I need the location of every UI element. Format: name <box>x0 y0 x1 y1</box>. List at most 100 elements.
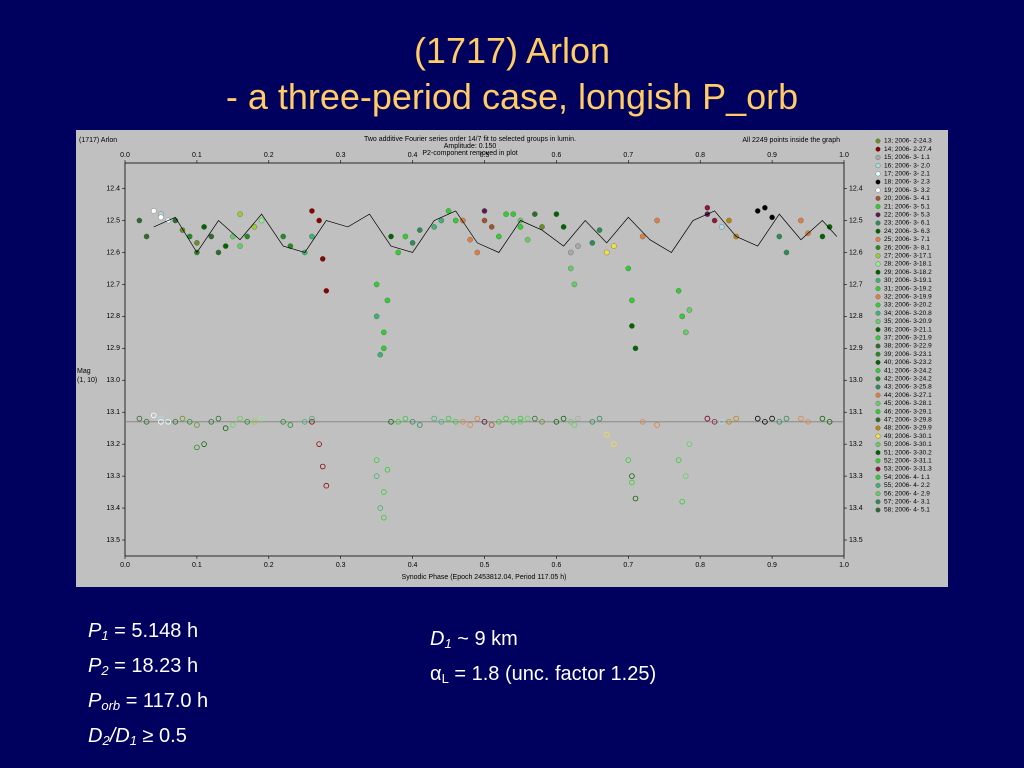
residual-point <box>179 415 186 422</box>
note-text: L <box>441 671 449 686</box>
legend-label: 14; 2006- 2-27.4 <box>884 146 932 153</box>
legend-marker <box>875 171 881 177</box>
legend-label: 19; 2006- 3- 3.2 <box>884 187 930 194</box>
x-tick-label: 0.3 <box>336 562 346 569</box>
y-tick-label: 13.0 <box>106 377 120 384</box>
y-tick-label: 12.9 <box>849 345 863 352</box>
residual-point <box>805 419 811 425</box>
legend-label: 32; 2006- 3-19.9 <box>884 294 932 301</box>
data-point <box>488 224 495 230</box>
legend-label: 37; 2006- 3-21.9 <box>884 335 932 342</box>
y-axis-label: (1, 10) <box>77 377 97 384</box>
legend-marker <box>875 351 881 357</box>
legend-marker <box>875 310 881 316</box>
data-point <box>503 211 509 217</box>
legend-marker <box>875 384 881 390</box>
residual-point <box>496 419 502 425</box>
residual-point <box>611 441 617 447</box>
x-tick-label: 0.8 <box>695 562 705 569</box>
x-tick-label: 0.7 <box>623 152 633 159</box>
legend-marker <box>875 154 881 160</box>
residual-point <box>409 419 416 425</box>
legend-marker <box>875 179 881 185</box>
residual-point <box>388 419 394 425</box>
residual-point <box>323 482 330 489</box>
y-tick-label: 13.4 <box>849 505 863 512</box>
data-point <box>726 217 732 224</box>
data-point <box>776 233 783 240</box>
y-tick-label: 12.7 <box>106 281 120 288</box>
legend-label: 54; 2006- 4- 1.1 <box>884 474 930 481</box>
legend-marker <box>875 138 881 144</box>
data-point <box>194 240 200 246</box>
data-point <box>481 208 488 214</box>
legend-label: 52; 2006- 3-31.1 <box>884 458 932 465</box>
legend-label: 22; 2006- 3- 5.3 <box>884 212 930 219</box>
residual-point <box>474 415 481 422</box>
chart-note: Two additive Fourier series order 14/7 f… <box>364 136 576 143</box>
data-point <box>711 217 718 224</box>
residual-point <box>679 498 686 505</box>
legend-marker <box>875 450 881 456</box>
data-point <box>704 204 711 211</box>
data-point <box>496 233 502 240</box>
data-point <box>568 249 574 256</box>
data-point <box>589 240 596 246</box>
note-line: Porb = 117.0 h <box>88 686 208 721</box>
x-tick-label: 0.1 <box>192 152 202 159</box>
legend-marker <box>875 335 881 341</box>
residual-point <box>244 419 251 425</box>
legend-label: 44; 2006- 3-27.1 <box>884 392 932 399</box>
note-text: P <box>88 655 102 677</box>
residual-point <box>143 419 150 425</box>
residual-point <box>136 415 143 422</box>
data-point <box>384 297 391 304</box>
legend-label: 41; 2006- 3-24.2 <box>884 367 932 374</box>
fit-curve <box>153 210 838 254</box>
note-text: 1 <box>101 628 109 643</box>
residual-point <box>575 415 581 422</box>
legend-label: 50; 2006- 3-30.1 <box>884 441 932 448</box>
note-text: P <box>88 690 102 712</box>
residual-point <box>316 441 322 447</box>
legend-label: 53; 2006- 3-31.3 <box>884 466 932 473</box>
note-text: ~ 9 km <box>451 628 518 650</box>
legend-marker <box>875 409 881 415</box>
data-point <box>553 211 560 217</box>
legend-marker <box>875 474 881 480</box>
data-point <box>719 224 725 230</box>
legend-label: 47; 2006- 3-29.8 <box>884 417 932 424</box>
note-line: D1 ~ 9 km <box>430 624 656 659</box>
residual-point <box>309 415 315 422</box>
legend-label: 16; 2006- 3- 2.0 <box>884 162 930 169</box>
legend-marker <box>875 236 881 242</box>
residual-point <box>309 419 315 425</box>
y-tick-label: 12.9 <box>106 345 120 352</box>
residual-point <box>460 419 466 425</box>
data-point <box>686 307 693 313</box>
note-line: D2/D1 ≥ 0.5 <box>88 721 208 756</box>
residual-point <box>683 473 689 479</box>
residual-point <box>280 419 286 425</box>
legend-marker <box>875 286 881 292</box>
legend-label: 28; 2006- 3-18.1 <box>884 261 932 268</box>
residual-point <box>596 415 603 422</box>
data-point <box>532 211 538 217</box>
data-point <box>237 211 243 217</box>
residual-point <box>603 431 610 438</box>
residual-point <box>704 415 711 422</box>
legend-label: 36; 2006- 3-21.1 <box>884 326 932 333</box>
residual-point <box>301 419 308 425</box>
y-tick-label: 12.8 <box>106 313 120 320</box>
x-tick-label: 0.4 <box>408 562 418 569</box>
legend-label: 30; 2006- 3-19.1 <box>884 277 932 284</box>
residual-point <box>783 415 790 422</box>
residual-point <box>571 422 578 428</box>
legend-label: 43; 2006- 3-25.8 <box>884 384 932 391</box>
y-tick-label: 13.1 <box>849 409 863 416</box>
legend-label: 24; 2006- 3- 6.3 <box>884 228 930 235</box>
residual-point <box>560 415 567 422</box>
residual-point <box>287 422 294 428</box>
legend-marker <box>875 482 881 488</box>
residual-point <box>258 415 265 422</box>
